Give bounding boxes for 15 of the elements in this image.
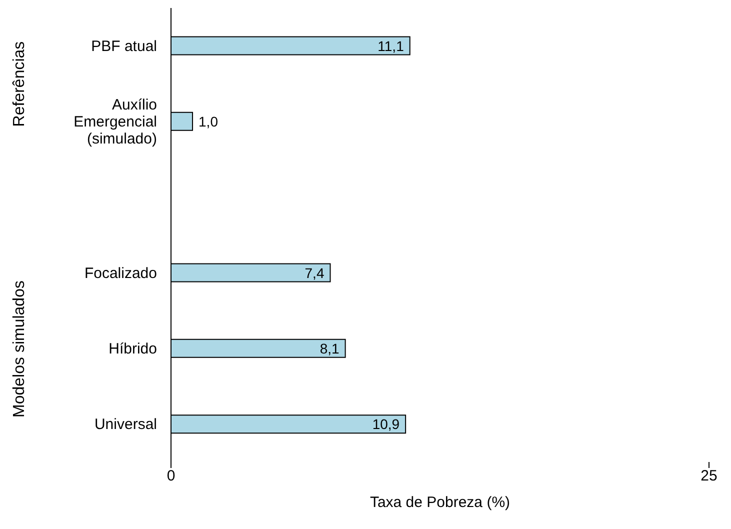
x-tick-label: 0 — [166, 468, 176, 485]
data-label: 11,1 — [378, 38, 404, 54]
x-tick-label: 25 — [700, 468, 718, 485]
text: Modelos simulados — [11, 280, 29, 417]
data-label: 7,4 — [304, 264, 324, 281]
y-tick-label: Híbrido — [108, 340, 157, 357]
text: Referências — [11, 40, 29, 126]
data-label: 10,9 — [372, 416, 400, 432]
x-axis-title: Taxa de Pobreza (%) — [370, 494, 510, 511]
data-label: 1,0 — [198, 113, 218, 130]
y-tick-label: Focalizado — [84, 264, 157, 282]
data-label: 8,1 — [320, 340, 340, 356]
y-tick-label: PBF atual — [91, 37, 157, 54]
y-tick-label: Auxílio Emergencial (simulado) — [74, 96, 157, 147]
y-tick-label: Universal — [94, 416, 157, 433]
